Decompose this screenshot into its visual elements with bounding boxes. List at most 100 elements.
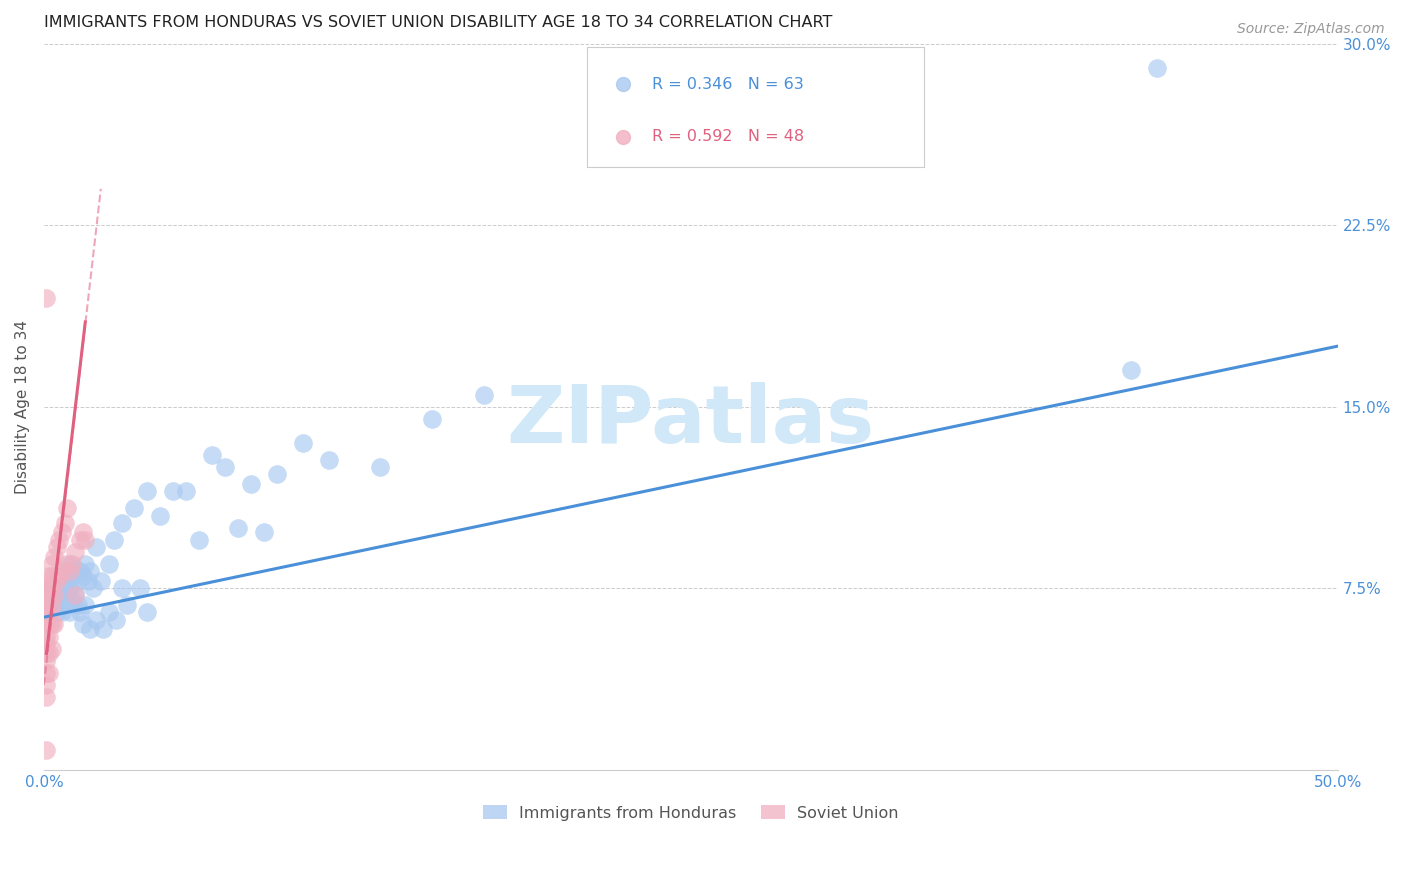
Point bbox=[35, 581, 58, 595]
Point bbox=[115, 598, 138, 612]
Point bbox=[66, 574, 89, 588]
Point bbox=[1146, 61, 1168, 75]
Point bbox=[97, 557, 120, 571]
Point bbox=[41, 598, 63, 612]
Point bbox=[44, 598, 66, 612]
Point bbox=[420, 411, 443, 425]
Point bbox=[35, 678, 58, 692]
Point bbox=[53, 598, 76, 612]
Point bbox=[63, 586, 86, 600]
Point bbox=[1119, 363, 1142, 377]
Point bbox=[48, 593, 70, 607]
Point bbox=[84, 540, 107, 554]
Point bbox=[253, 525, 276, 540]
Point bbox=[51, 525, 73, 540]
Point bbox=[82, 581, 104, 595]
Point bbox=[51, 605, 73, 619]
Point bbox=[38, 665, 60, 680]
Point bbox=[44, 549, 66, 564]
Point bbox=[35, 617, 58, 632]
Point bbox=[188, 533, 211, 547]
Point bbox=[35, 654, 58, 668]
Point bbox=[38, 630, 60, 644]
Point bbox=[291, 436, 314, 450]
Point bbox=[59, 581, 82, 595]
Point bbox=[72, 617, 94, 632]
Point bbox=[69, 605, 91, 619]
Y-axis label: Disability Age 18 to 34: Disability Age 18 to 34 bbox=[15, 319, 30, 493]
Text: IMMIGRANTS FROM HONDURAS VS SOVIET UNION DISABILITY AGE 18 TO 34 CORRELATION CHA: IMMIGRANTS FROM HONDURAS VS SOVIET UNION… bbox=[44, 15, 832, 30]
Point bbox=[35, 605, 58, 619]
Point bbox=[174, 484, 197, 499]
Point bbox=[45, 589, 67, 603]
Point bbox=[69, 564, 91, 578]
Point bbox=[56, 589, 79, 603]
Point bbox=[201, 448, 224, 462]
Point bbox=[75, 533, 97, 547]
Point bbox=[63, 545, 86, 559]
Point bbox=[38, 605, 60, 619]
Point bbox=[38, 593, 60, 607]
Point bbox=[41, 569, 63, 583]
Point bbox=[79, 622, 101, 636]
Point bbox=[75, 598, 97, 612]
Point bbox=[128, 581, 150, 595]
Point bbox=[45, 605, 67, 619]
Point bbox=[38, 581, 60, 595]
Point bbox=[56, 564, 79, 578]
Point bbox=[44, 589, 66, 603]
Point bbox=[60, 593, 83, 607]
Point bbox=[59, 557, 82, 571]
Point bbox=[45, 574, 67, 588]
Point bbox=[38, 617, 60, 632]
Point bbox=[35, 637, 58, 651]
Text: R = 0.592   N = 48: R = 0.592 N = 48 bbox=[652, 129, 804, 145]
Point bbox=[124, 501, 146, 516]
Point bbox=[41, 641, 63, 656]
Point bbox=[266, 467, 288, 482]
Text: Source: ZipAtlas.com: Source: ZipAtlas.com bbox=[1237, 22, 1385, 37]
Point bbox=[51, 581, 73, 595]
Point bbox=[35, 291, 58, 305]
Point bbox=[56, 501, 79, 516]
Point bbox=[318, 453, 340, 467]
Text: R = 0.346   N = 63: R = 0.346 N = 63 bbox=[652, 77, 804, 92]
Point bbox=[35, 665, 58, 680]
Point bbox=[72, 569, 94, 583]
Point bbox=[162, 484, 184, 499]
Point bbox=[59, 564, 82, 578]
FancyBboxPatch shape bbox=[588, 47, 924, 167]
Point bbox=[110, 516, 132, 530]
Point bbox=[35, 630, 58, 644]
Point bbox=[48, 533, 70, 547]
Point bbox=[75, 557, 97, 571]
Point bbox=[41, 581, 63, 595]
Point bbox=[93, 622, 115, 636]
Point bbox=[35, 690, 58, 704]
Point bbox=[149, 508, 172, 523]
Point bbox=[44, 569, 66, 583]
Point bbox=[90, 574, 112, 588]
Point bbox=[63, 562, 86, 576]
Point bbox=[69, 533, 91, 547]
Point bbox=[77, 574, 100, 588]
Point bbox=[44, 617, 66, 632]
Point bbox=[472, 387, 495, 401]
Point bbox=[51, 564, 73, 578]
Point bbox=[41, 617, 63, 632]
Point bbox=[35, 647, 58, 661]
Point bbox=[214, 460, 236, 475]
Point bbox=[105, 613, 128, 627]
Point bbox=[41, 557, 63, 571]
Point bbox=[35, 589, 58, 603]
Point bbox=[45, 540, 67, 554]
Point bbox=[48, 569, 70, 583]
Point bbox=[48, 569, 70, 583]
Point bbox=[84, 613, 107, 627]
Point bbox=[66, 598, 89, 612]
Point bbox=[136, 605, 159, 619]
Point bbox=[136, 484, 159, 499]
Point bbox=[38, 569, 60, 583]
Point bbox=[60, 557, 83, 571]
Point bbox=[110, 581, 132, 595]
